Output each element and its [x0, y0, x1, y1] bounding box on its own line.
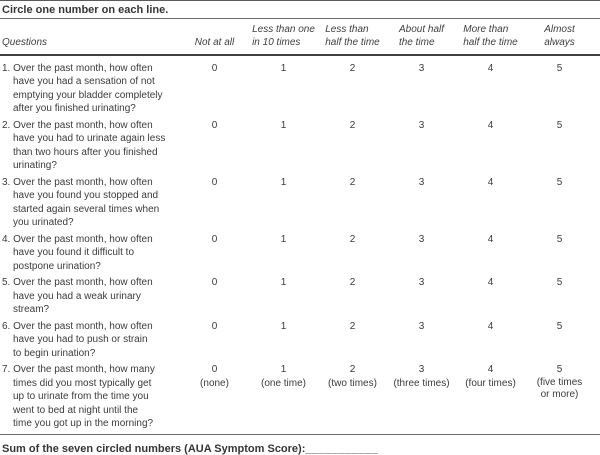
column-header-cell: More than half the time	[456, 24, 525, 50]
answer-option-q6-3[interactable]: 3	[418, 320, 425, 332]
column-header-cell: Not at all	[180, 32, 249, 50]
answer-option-q6-0[interactable]: 0	[211, 320, 218, 332]
answer-option-q2-5[interactable]: 5	[556, 119, 563, 131]
question-text-3: 3. Over the past month, how often have y…	[2, 176, 160, 229]
answer-option-q3-0[interactable]: 0	[211, 176, 218, 188]
questions-column-header-cell: Questions	[0, 32, 180, 50]
answer-option-q4-2[interactable]: 2	[349, 233, 356, 245]
question-text-6: 6. Over the past month, how often have y…	[2, 320, 153, 359]
answer-option-q5-3[interactable]: 3	[418, 277, 425, 288]
answer-option-q1-2[interactable]: 2	[349, 62, 356, 74]
form-instruction: Circle one number on each line.	[2, 4, 169, 16]
answer-option-q7-2[interactable]: 2 (two times)	[318, 363, 387, 390]
answer-option-q3-3[interactable]: 3	[418, 176, 425, 188]
answer-option-q1-4[interactable]: 4	[487, 62, 494, 74]
answer-option-q2-1[interactable]: 1	[280, 119, 287, 131]
score-sum-label: Sum of the seven circled numbers (AUA Sy…	[2, 442, 306, 455]
answer-option-q5-2[interactable]: 2	[349, 277, 356, 288]
column-header-cell: Less than one in 10 times	[249, 24, 318, 50]
question-text-5: 5. Over the past month, how often have y…	[2, 277, 153, 315]
divider-under-header	[0, 53, 600, 56]
question-row-3: 3. Over the past month, how often have y…	[0, 176, 600, 230]
answer-option-q5-0[interactable]: 0	[211, 277, 218, 288]
answer-option-q3-4[interactable]: 4	[487, 176, 494, 188]
answer-option-q6-2[interactable]: 2	[349, 320, 356, 332]
questions-column-header: Questions	[2, 36, 48, 48]
option-label: (one time)	[260, 377, 306, 389]
answer-option-q4-0[interactable]: 0	[211, 233, 218, 245]
option-number[interactable]: 0	[211, 364, 218, 375]
option-number[interactable]: 2	[349, 364, 356, 375]
option-number[interactable]: 1	[280, 364, 287, 375]
column-header-less-than-half: Less than half the time	[325, 24, 380, 48]
answer-option-q3-2[interactable]: 2	[349, 176, 356, 188]
answer-option-q4-5[interactable]: 5	[556, 233, 563, 245]
answer-option-q1-3[interactable]: 3	[418, 62, 425, 74]
answer-option-q7-1[interactable]: 1 (one time)	[249, 363, 318, 390]
score-blank-field[interactable]: ___________	[305, 442, 379, 455]
question-text-1: 1. Over the past month, how often have y…	[2, 62, 163, 115]
divider-above-footer	[0, 433, 600, 435]
question-row-1: 1. Over the past month, how often have y…	[0, 62, 600, 116]
answer-option-q1-5[interactable]: 5	[556, 62, 563, 74]
answer-option-q5-4[interactable]: 4	[487, 277, 494, 288]
option-label: (four times)	[465, 377, 516, 389]
answer-option-q3-5[interactable]: 5	[556, 176, 563, 188]
option-number[interactable]: 5	[556, 364, 563, 375]
answer-option-q2-4[interactable]: 4	[487, 119, 494, 131]
option-label: (three times)	[393, 377, 450, 389]
column-header-less-than-one-in-10: Less than one in 10 times	[252, 24, 315, 48]
answer-option-q1-1[interactable]: 1	[280, 62, 287, 74]
option-number[interactable]: 4	[487, 364, 494, 375]
question-text-2: 2. Over the past month, how often have y…	[2, 119, 166, 172]
answer-option-q7-5[interactable]: 5 (five times or more)	[525, 363, 594, 402]
answer-option-q7-3[interactable]: 3 (three times)	[387, 363, 456, 390]
answer-option-q7-0[interactable]: 0 (none)	[180, 363, 249, 390]
table-header-row: Questions Not at all Less than one in 10…	[0, 19, 600, 54]
question-text-7: 7. Over the past month, how many times d…	[2, 364, 155, 429]
answer-option-q7-4[interactable]: 4 (four times)	[456, 363, 525, 390]
question-row-7: 7. Over the past month, how many times d…	[0, 363, 600, 431]
answer-option-q5-5[interactable]: 5	[556, 277, 563, 288]
option-label: (five times or more)	[536, 376, 583, 401]
question-rows: 1. Over the past month, how often have y…	[0, 56, 600, 431]
answer-option-q4-1[interactable]: 1	[280, 233, 287, 245]
option-label: (none)	[200, 377, 229, 389]
answer-option-q2-3[interactable]: 3	[418, 119, 425, 131]
column-header-cell: About half the time	[387, 24, 456, 50]
option-number[interactable]: 3	[418, 364, 425, 375]
answer-option-q4-3[interactable]: 3	[418, 233, 425, 245]
question-row-2: 2. Over the past month, how often have y…	[0, 119, 600, 173]
answer-option-q3-1[interactable]: 1	[280, 176, 287, 188]
question-row-4: 4. Over the past month, how often have y…	[0, 233, 600, 274]
score-sum-line: Sum of the seven circled numbers (AUA Sy…	[0, 435, 600, 455]
column-header-more-than-half: More than half the time	[463, 24, 518, 48]
answer-option-q2-0[interactable]: 0	[211, 119, 218, 131]
column-header-about-half: About half the time	[398, 24, 445, 48]
divider-under-title	[0, 18, 600, 19]
answer-option-q1-0[interactable]: 0	[211, 62, 218, 74]
answer-option-q2-2[interactable]: 2	[349, 119, 356, 131]
answer-option-q5-1[interactable]: 1	[280, 277, 287, 288]
column-header-not-at-all: Not at all	[194, 36, 235, 48]
question-row-5: 5. Over the past month, how often have y…	[0, 276, 600, 317]
option-label: (two times)	[328, 377, 377, 389]
column-header-cell: Almost always	[525, 24, 594, 50]
answer-option-q4-4[interactable]: 4	[487, 233, 494, 245]
answer-option-q6-5[interactable]: 5	[556, 320, 563, 332]
question-row-6: 6. Over the past month, how often have y…	[0, 320, 600, 361]
question-text-4: 4. Over the past month, how often have y…	[2, 233, 153, 272]
answer-option-q6-1[interactable]: 1	[280, 320, 287, 332]
answer-option-q6-4[interactable]: 4	[487, 320, 494, 332]
column-header-cell: Less than half the time	[318, 24, 387, 50]
column-header-almost-always: Almost always	[544, 24, 575, 48]
